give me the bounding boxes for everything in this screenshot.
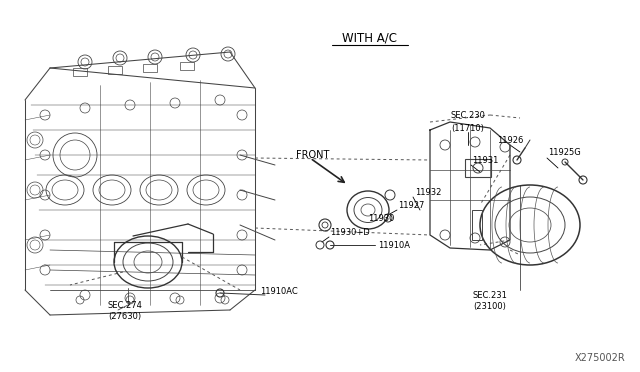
Text: (23100): (23100) [474, 302, 506, 311]
Text: SEC.274: SEC.274 [108, 301, 143, 310]
Text: WITH A/C: WITH A/C [342, 32, 397, 45]
Text: 11927: 11927 [398, 201, 424, 209]
Text: 11930: 11930 [368, 214, 394, 222]
Text: 11931: 11931 [472, 155, 499, 164]
Text: 11932: 11932 [415, 187, 442, 196]
Text: 11930+D: 11930+D [330, 228, 370, 237]
Text: 11925G: 11925G [548, 148, 580, 157]
Text: (27630): (27630) [108, 312, 141, 321]
Text: SEC.230: SEC.230 [451, 110, 485, 119]
Text: SEC.231: SEC.231 [472, 291, 508, 299]
Text: (11710): (11710) [452, 124, 484, 132]
Text: X275002R: X275002R [575, 353, 625, 363]
Text: FRONT: FRONT [296, 150, 330, 160]
Text: 11910A: 11910A [378, 241, 410, 250]
Text: 11926: 11926 [497, 135, 523, 144]
Text: 11910AC: 11910AC [260, 288, 298, 296]
